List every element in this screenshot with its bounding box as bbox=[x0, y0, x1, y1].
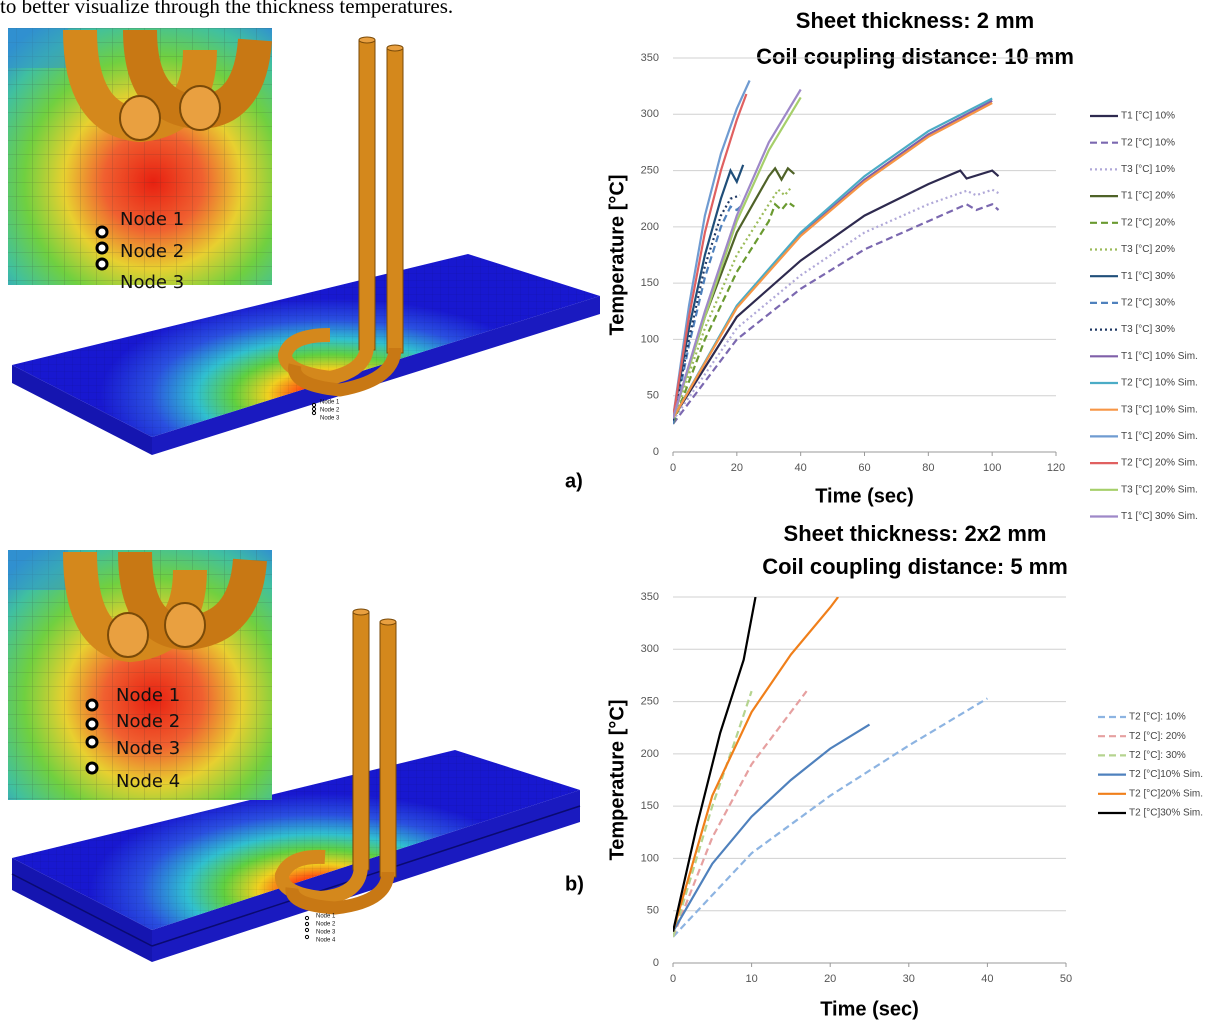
legend-label: T2 [°C] 10% Sim. bbox=[1121, 378, 1198, 389]
legend-label: T1 [°C] 10% Sim. bbox=[1121, 351, 1198, 362]
x-tick-label: 40 bbox=[981, 973, 993, 985]
node-label: Node 2 bbox=[320, 408, 340, 414]
series-line bbox=[673, 597, 756, 932]
x-tick-label: 0 bbox=[670, 973, 676, 985]
node-label: Node 2 bbox=[316, 922, 336, 928]
legend-label: T2 [°C]30% Sim. bbox=[1129, 808, 1203, 819]
y-tick-label: 100 bbox=[641, 333, 659, 345]
body-text: to better visualize through the thicknes… bbox=[0, 0, 453, 18]
y-tick-label: 0 bbox=[653, 957, 659, 969]
node-label: Node 3 bbox=[116, 738, 180, 759]
y-tick-label: 50 bbox=[647, 390, 659, 402]
legend-label: T2 [°C] 30% bbox=[1121, 298, 1175, 309]
x-tick-label: 120 bbox=[1047, 462, 1065, 474]
y-tick-label: 250 bbox=[641, 695, 659, 707]
x-axis-label: Time (sec) bbox=[820, 998, 919, 1020]
y-tick-label: 150 bbox=[641, 277, 659, 289]
legend-label: T3 [°C] 10% Sim. bbox=[1121, 404, 1198, 415]
x-tick-label: 10 bbox=[745, 973, 757, 985]
series-line bbox=[673, 204, 999, 424]
legend-label: T3 [°C] 20% bbox=[1121, 244, 1175, 255]
y-tick-label: 250 bbox=[641, 164, 659, 176]
legend-label: T1 [°C] 20% Sim. bbox=[1121, 431, 1198, 442]
legend-label: T2 [°C] 20% bbox=[1121, 217, 1175, 228]
series-line bbox=[673, 597, 838, 932]
legend-label: T2 [°C]: 20% bbox=[1129, 731, 1186, 742]
legend-label: T3 [°C] 20% Sim. bbox=[1121, 484, 1198, 495]
series-line bbox=[673, 190, 999, 421]
y-axis-label: Temperature [°C] bbox=[606, 175, 628, 336]
panel-label: b) bbox=[565, 873, 584, 895]
legend-label: T2 [°C] 20% Sim. bbox=[1121, 458, 1198, 469]
chart-title: Coil coupling distance: 5 mm bbox=[762, 554, 1068, 579]
legend-label: T2 [°C]20% Sim. bbox=[1129, 788, 1203, 799]
chart-title: Coil coupling distance: 10 mm bbox=[756, 44, 1074, 69]
legend-label: T2 [°C]: 10% bbox=[1129, 712, 1186, 723]
node-label: Node 1 bbox=[120, 209, 184, 230]
series-line bbox=[673, 691, 752, 937]
chart-title: Sheet thickness: 2x2 mm bbox=[784, 521, 1047, 546]
x-tick-label: 100 bbox=[983, 462, 1001, 474]
figure: to better visualize through the thicknes… bbox=[0, 0, 1231, 1022]
chart: Sheet thickness: 2 mm Coil coupling dista… bbox=[606, 8, 1198, 522]
x-tick-label: 20 bbox=[731, 462, 743, 474]
x-axis-label: Time (sec) bbox=[815, 485, 914, 507]
legend-label: T1 [°C] 30% bbox=[1121, 271, 1175, 282]
y-tick-label: 200 bbox=[641, 221, 659, 233]
plot-area bbox=[673, 597, 987, 937]
node-label: Node 4 bbox=[116, 771, 180, 792]
plot-area bbox=[673, 81, 999, 424]
panel-label: a) bbox=[565, 470, 583, 492]
x-tick-label: 40 bbox=[795, 462, 807, 474]
node-label: Node 1 bbox=[116, 685, 180, 706]
node-label: Node 1 bbox=[320, 400, 340, 406]
node-label: Node 1 bbox=[316, 914, 336, 920]
series-line bbox=[673, 691, 807, 937]
series-line bbox=[673, 101, 992, 418]
x-tick-label: 60 bbox=[858, 462, 870, 474]
node-label: Node 2 bbox=[116, 711, 180, 732]
y-tick-label: 300 bbox=[641, 108, 659, 120]
legend-label: T3 [°C] 10% bbox=[1121, 164, 1175, 175]
series-line bbox=[673, 171, 999, 419]
y-tick-label: 350 bbox=[641, 591, 659, 603]
node-label: Node 3 bbox=[316, 930, 336, 936]
page: {"text": "to better visualize through th… bbox=[0, 0, 1231, 1022]
y-axis-label: Temperature [°C] bbox=[606, 700, 628, 861]
x-tick-label: 20 bbox=[824, 973, 836, 985]
y-tick-label: 350 bbox=[641, 52, 659, 64]
chart: Sheet thickness: 2x2 mm Coil coupling dis… bbox=[606, 521, 1203, 1020]
x-tick-label: 30 bbox=[903, 973, 915, 985]
series-line bbox=[673, 99, 992, 419]
y-tick-label: 50 bbox=[647, 905, 659, 917]
y-tick-label: 300 bbox=[641, 643, 659, 655]
y-tick-label: 150 bbox=[641, 800, 659, 812]
x-tick-label: 80 bbox=[922, 462, 934, 474]
y-tick-label: 100 bbox=[641, 852, 659, 864]
node-label: Node 3 bbox=[320, 416, 340, 422]
node-label: Node 4 bbox=[316, 938, 336, 944]
chart-title: Sheet thickness: 2 mm bbox=[796, 8, 1034, 33]
y-tick-label: 0 bbox=[653, 446, 659, 458]
x-tick-label: 0 bbox=[670, 462, 676, 474]
zoom-inset-b bbox=[8, 550, 272, 800]
y-tick-label: 200 bbox=[641, 748, 659, 760]
legend-label: T2 [°C]10% Sim. bbox=[1129, 769, 1203, 780]
node-label: Node 2 bbox=[120, 241, 184, 262]
legend-label: T1 [°C] 30% Sim. bbox=[1121, 511, 1198, 522]
node-label: Node 3 bbox=[120, 272, 184, 293]
legend-label: T1 [°C] 10% bbox=[1121, 111, 1175, 122]
x-tick-label: 50 bbox=[1060, 973, 1072, 985]
legend-label: T2 [°C] 10% bbox=[1121, 137, 1175, 148]
legend-label: T2 [°C]: 30% bbox=[1129, 750, 1186, 761]
legend-label: T1 [°C] 20% bbox=[1121, 191, 1175, 202]
legend-label: T3 [°C] 30% bbox=[1121, 324, 1175, 335]
